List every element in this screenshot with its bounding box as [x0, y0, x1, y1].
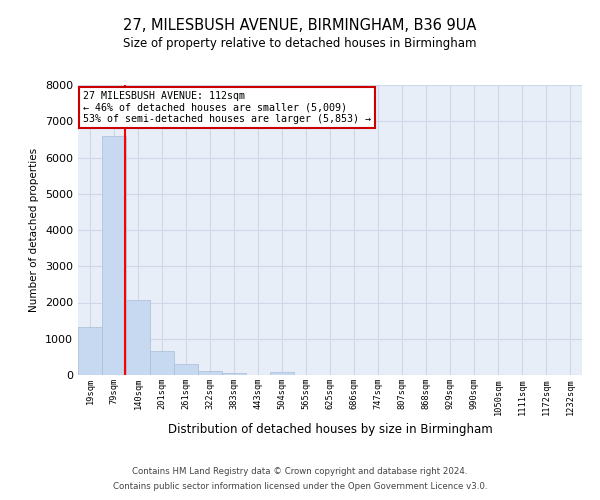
X-axis label: Distribution of detached houses by size in Birmingham: Distribution of detached houses by size …	[167, 423, 493, 436]
Text: Size of property relative to detached houses in Birmingham: Size of property relative to detached ho…	[123, 38, 477, 51]
Bar	[78, 327, 102, 375]
Text: 27 MILESBUSH AVENUE: 112sqm
← 46% of detached houses are smaller (5,009)
53% of : 27 MILESBUSH AVENUE: 112sqm ← 46% of det…	[83, 91, 371, 124]
Bar	[150, 352, 174, 375]
Y-axis label: Number of detached properties: Number of detached properties	[29, 148, 40, 312]
Text: Contains public sector information licensed under the Open Government Licence v3: Contains public sector information licen…	[113, 482, 487, 491]
Text: 27, MILESBUSH AVENUE, BIRMINGHAM, B36 9UA: 27, MILESBUSH AVENUE, BIRMINGHAM, B36 9U…	[124, 18, 476, 32]
Bar	[270, 372, 294, 375]
Bar	[222, 373, 246, 375]
Bar	[102, 136, 126, 375]
Bar	[198, 370, 222, 375]
Bar	[174, 364, 198, 375]
Bar	[126, 300, 150, 375]
Text: Contains HM Land Registry data © Crown copyright and database right 2024.: Contains HM Land Registry data © Crown c…	[132, 467, 468, 476]
